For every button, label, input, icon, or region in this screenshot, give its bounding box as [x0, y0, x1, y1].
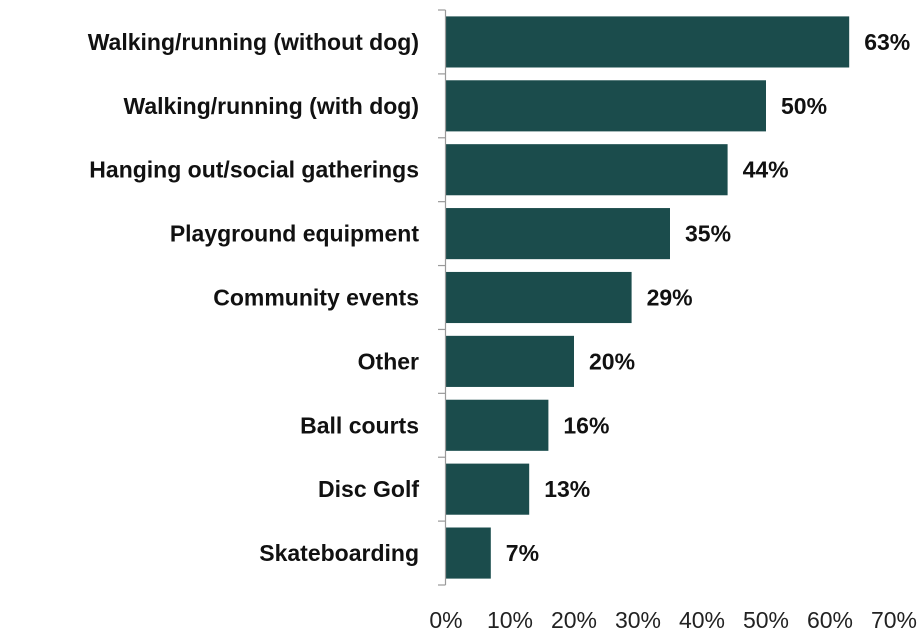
x-tick-label: 60%: [807, 607, 853, 633]
value-label: 35%: [685, 221, 731, 247]
category-labels-group: Walking/running (without dog) Walking/run…: [88, 29, 420, 566]
category-label: Disc Golf: [318, 476, 419, 502]
bars-group: [446, 16, 850, 579]
bar-7: [446, 463, 530, 515]
bar-4: [446, 271, 632, 324]
bar-3: [446, 208, 670, 260]
value-label: 13%: [544, 476, 590, 502]
x-tick-label: 20%: [551, 607, 597, 633]
value-label: 16%: [563, 412, 609, 438]
category-label: Playground equipment: [170, 221, 420, 247]
value-label: 50%: [781, 93, 827, 119]
value-label: 44%: [743, 157, 789, 183]
axis-group: [438, 9, 447, 586]
tick-labels-group: 0% 10% 20% 30% 40% 50% 60% 70%: [429, 607, 917, 633]
bar-5: [446, 335, 574, 387]
bar-2: [446, 144, 728, 196]
value-label: 29%: [647, 285, 693, 311]
category-label: Skateboarding: [259, 540, 419, 566]
bar-1: [446, 80, 766, 132]
x-tick-label: 0%: [429, 607, 462, 633]
x-tick-label: 40%: [679, 607, 725, 633]
x-tick-label: 50%: [743, 607, 789, 633]
x-tick-label: 70%: [871, 607, 917, 633]
x-tick-label: 30%: [615, 607, 661, 633]
value-label: 7%: [506, 540, 539, 566]
x-tick-label: 10%: [487, 607, 533, 633]
value-labels-group: 63% 50% 44% 35% 29% 20% 16% 13% 7%: [506, 29, 910, 566]
value-label: 20%: [589, 348, 635, 374]
category-label: Other: [358, 348, 419, 374]
category-label: Walking/running (with dog): [123, 93, 419, 119]
category-label: Community events: [213, 285, 419, 311]
bar-8: [446, 527, 491, 579]
bar-0: [446, 16, 850, 68]
value-label: 63%: [864, 29, 910, 55]
category-label: Walking/running (without dog): [88, 29, 419, 55]
bar-6: [446, 399, 549, 451]
category-label: Hanging out/social gatherings: [89, 157, 419, 183]
category-label: Ball courts: [300, 412, 419, 438]
